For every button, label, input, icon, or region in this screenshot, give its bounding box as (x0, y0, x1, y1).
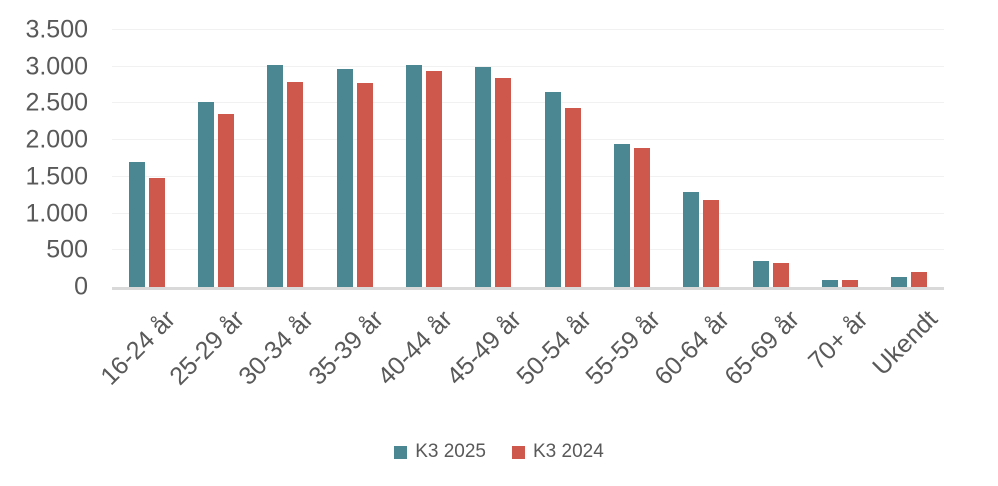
x-tick-text: 16-24 år (94, 305, 181, 391)
x-tick-text: Ukendt (867, 305, 944, 381)
bar-series-0 (128, 162, 145, 287)
bar-group (320, 30, 389, 287)
bar-group (389, 30, 458, 287)
legend-item: K3 2024 (512, 441, 604, 463)
bar-group (805, 30, 874, 287)
gridline (112, 29, 944, 30)
bar-series-0 (197, 101, 214, 287)
x-tick-text: 55-59 år (580, 305, 666, 391)
bar-series-1 (148, 177, 165, 287)
y-tick-label: 2.000 (25, 125, 88, 154)
legend-swatch-icon (512, 445, 525, 459)
y-tick-label: 3.000 (25, 52, 88, 81)
bar-series-0 (475, 66, 492, 287)
gridline (112, 249, 944, 251)
bar-group (736, 30, 805, 287)
y-tick-label: 1.000 (25, 199, 88, 228)
bar-series-0 (267, 64, 284, 287)
legend-item: K3 2025 (394, 441, 486, 463)
legend-label: K3 2024 (533, 441, 604, 462)
bar-series-1 (841, 279, 858, 287)
bar-group (667, 30, 736, 287)
bar-series-1 (356, 82, 373, 287)
y-tick-label: 0 (74, 272, 88, 301)
legend: K3 2025 K3 2024 (0, 441, 998, 463)
y-tick-label: 1.500 (25, 162, 88, 191)
bar-group (251, 30, 320, 287)
x-axis: 16-24 år 25-29 år 30-34 år 35-39 år 40-44 år… (95, 299, 944, 424)
bar-series-0 (752, 260, 769, 287)
bar-series-1 (495, 77, 512, 287)
bar-group (459, 30, 528, 287)
bar-series-0 (683, 192, 700, 287)
bar-series-1 (633, 147, 650, 287)
bar-series-1 (911, 272, 928, 287)
x-tick-text: 70+ år (803, 305, 874, 376)
bar-series-1 (217, 113, 234, 287)
x-tick-text: 60-64 år (649, 305, 736, 391)
bar-series-0 (405, 65, 422, 287)
plot-area (112, 29, 944, 290)
bar-series-1 (703, 200, 720, 287)
bar-group (112, 30, 181, 287)
x-tick-text: 35-39 år (302, 305, 389, 391)
bar-series-0 (821, 280, 838, 287)
y-tick-label: 2.500 (25, 88, 88, 117)
bar-series-0 (544, 92, 561, 287)
gridline (112, 139, 944, 141)
gridline (112, 102, 944, 104)
bar-series-1 (425, 71, 442, 287)
x-tick-text: 40-44 år (372, 305, 458, 391)
x-tick-text: 65-69 år (718, 305, 805, 391)
bar-series-1 (564, 107, 581, 287)
bar-group (528, 30, 597, 287)
bar-series-1 (772, 262, 789, 287)
bar-series-0 (336, 68, 353, 287)
legend-swatch-icon (394, 445, 408, 459)
legend-label: K3 2025 (415, 441, 486, 462)
gridline (112, 212, 944, 214)
x-tick-text: 50-54 år (510, 305, 597, 391)
x-tick-text: 25-29 år (164, 305, 250, 391)
x-tick-text: 30-34 år (233, 305, 320, 391)
bar-series-1 (287, 82, 304, 287)
bar-group (181, 30, 250, 287)
bar-groups (112, 30, 944, 287)
gridline (112, 175, 944, 177)
y-axis: 0 500 1.000 1.500 2.000 2.500 3.000 3.500 (0, 17, 88, 299)
y-tick-label: 500 (46, 235, 88, 264)
bar-group (597, 30, 666, 287)
x-tick-text: 45-49 år (441, 305, 528, 391)
bar-group (875, 30, 944, 287)
y-tick-label: 3.500 (25, 15, 88, 44)
bar-series-0 (613, 143, 630, 287)
gridline (112, 65, 944, 67)
bar-series-0 (891, 277, 908, 287)
